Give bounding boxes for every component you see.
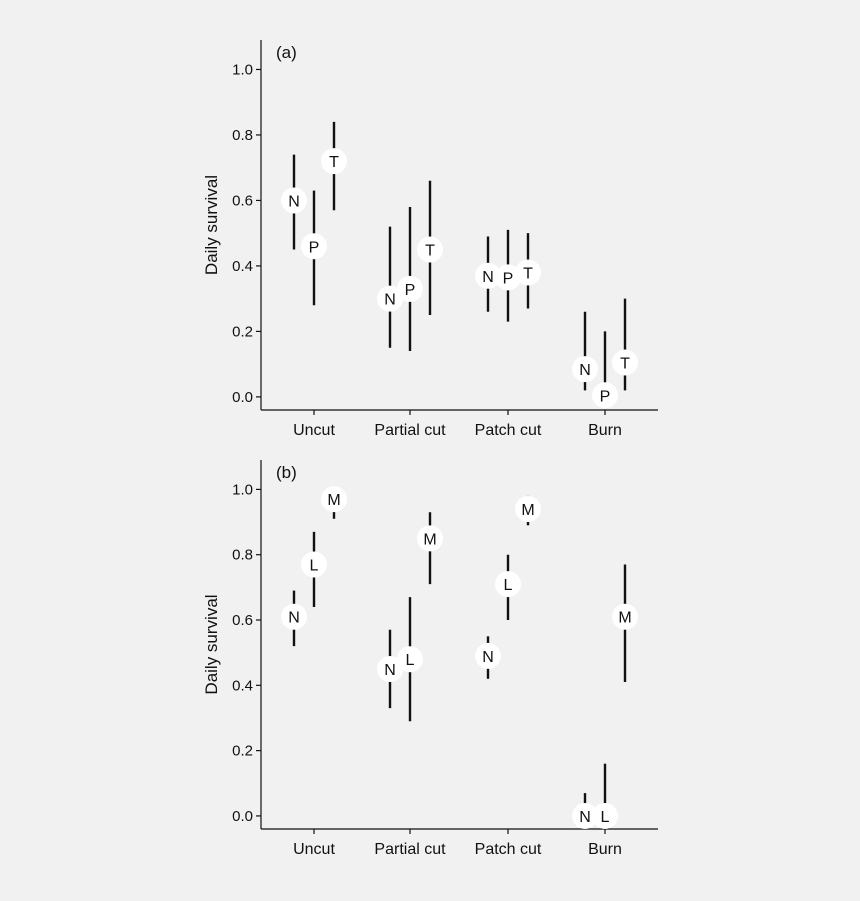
data-point-marker — [377, 285, 403, 312]
data-point-marker — [475, 262, 501, 289]
data-point-label: L — [406, 652, 415, 669]
x-tick-label: Patch cut — [475, 422, 542, 439]
data-point-marker — [281, 603, 307, 630]
data-point-label: P — [309, 239, 320, 256]
data-point-label: T — [620, 356, 630, 373]
y-tick-label: 1.0 — [232, 481, 253, 498]
data-point-label: M — [521, 502, 534, 519]
data-point-marker — [301, 551, 327, 578]
data-point-marker — [612, 349, 638, 376]
data-point-marker — [515, 259, 541, 286]
data-point-label: P — [600, 388, 611, 405]
x-tick-label: Partial cut — [374, 841, 446, 858]
data-point-marker — [321, 486, 347, 513]
data-point-marker — [397, 646, 423, 673]
data-point-label: N — [384, 292, 396, 309]
x-tick-label: Uncut — [293, 841, 335, 858]
data-point-marker — [397, 275, 423, 302]
chart-panel-0: 0.0 0.2 0.4 0.6 0.8 1.0 Uncut Partial cut Patch … — [202, 40, 658, 439]
x-tick-label: Uncut — [293, 422, 335, 439]
data-point-marker — [495, 264, 521, 291]
y-tick-label: 1.0 — [232, 61, 253, 78]
data-point-label: L — [601, 809, 610, 826]
data-point-marker — [515, 495, 541, 522]
y-tick-label: 0.8 — [232, 547, 253, 564]
data-point-label: M — [327, 492, 340, 509]
data-point-marker — [612, 603, 638, 630]
x-tick-label: Patch cut — [475, 841, 542, 858]
data-point-marker — [572, 356, 598, 383]
y-tick-label: 0.4 — [232, 677, 253, 694]
data-point-marker — [281, 187, 307, 214]
y-axis-title: Daily survival — [202, 594, 221, 694]
data-point-label: T — [425, 243, 435, 260]
y-tick-label: 0.4 — [232, 258, 253, 275]
x-tick-label: Partial cut — [374, 422, 446, 439]
data-point-label: N — [482, 269, 494, 286]
data-point-label: T — [329, 154, 339, 171]
data-point-label: L — [310, 557, 319, 574]
y-tick-label: 0.6 — [232, 612, 253, 629]
data-point-label: M — [423, 531, 436, 548]
data-point-label: N — [288, 610, 300, 627]
data-point-label: L — [504, 577, 513, 594]
data-point-marker — [475, 642, 501, 669]
panel-label: (a) — [276, 43, 297, 62]
data-point-marker — [495, 571, 521, 598]
data-point-label: N — [579, 809, 591, 826]
y-tick-label: 0.0 — [232, 389, 253, 406]
data-point-label: T — [523, 265, 533, 282]
data-point-label: N — [579, 362, 591, 379]
data-point-marker — [377, 655, 403, 682]
data-point-marker — [592, 802, 618, 829]
y-tick-label: 0.2 — [232, 323, 253, 340]
y-tick-label: 0.0 — [232, 808, 253, 825]
data-point-marker — [417, 525, 443, 552]
data-point-marker — [592, 382, 618, 409]
y-axis-title: Daily survival — [202, 175, 221, 275]
data-point-marker — [321, 148, 347, 175]
data-point-marker — [417, 236, 443, 263]
y-tick-label: 0.2 — [232, 743, 253, 760]
data-point-label: P — [405, 282, 416, 299]
y-tick-label: 0.8 — [232, 127, 253, 144]
chart-panel-1: 0.0 0.2 0.4 0.6 0.8 1.0 Uncut Partial cut Patch … — [202, 460, 658, 858]
panel-label: (b) — [276, 463, 297, 482]
data-point-label: N — [288, 193, 300, 210]
data-point-marker — [572, 802, 598, 829]
x-tick-label: Burn — [588, 841, 622, 858]
x-tick-label: Burn — [588, 422, 622, 439]
y-tick-label: 0.6 — [232, 192, 253, 209]
data-point-marker — [301, 233, 327, 260]
data-point-label: N — [384, 662, 396, 679]
data-point-label: M — [618, 610, 631, 627]
data-point-label: N — [482, 649, 494, 666]
data-point-label: P — [503, 270, 514, 287]
